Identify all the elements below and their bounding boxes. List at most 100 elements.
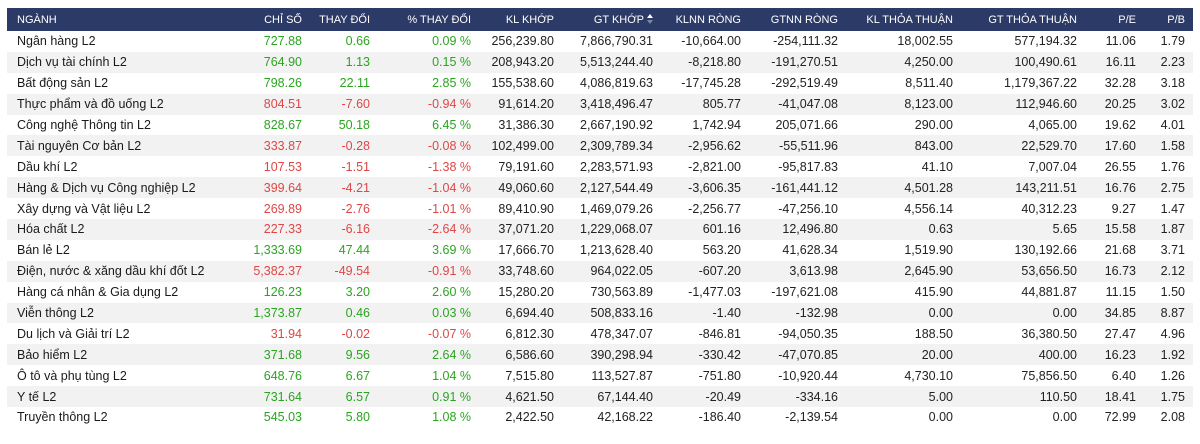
sector-name[interactable]: Thực phẩm và đồ uống L2 [17, 97, 164, 112]
sort-desc-icon[interactable] [647, 13, 653, 24]
foreign-net-volume: -20.49 [705, 389, 741, 404]
pb-value: 1.47 [1160, 201, 1185, 216]
sector-name[interactable]: Tài nguyên Cơ bản L2 [17, 138, 142, 153]
deal-volume: 4,501.28 [904, 180, 953, 195]
foreign-net-volume: -2,956.62 [688, 138, 741, 153]
sector-name[interactable]: Du lịch và Giải trí L2 [17, 326, 130, 341]
table-row[interactable]: Dầu khí L2 107.53 -1.51 -1.38 % 79,191.60 2,2… [7, 156, 1193, 178]
table-row[interactable]: Hàng & Dịch vụ Công nghiệp L2 399.64 -4.21… [7, 177, 1193, 199]
change-value: -7.60 [341, 97, 371, 112]
deal-volume: 415.90 [914, 285, 953, 300]
foreign-net-volume: -751.80 [698, 368, 741, 383]
table-row[interactable]: Hóa chất L2 227.33 -6.16 -2.64 % 37,071.20 1,… [7, 219, 1193, 240]
match-volume: 15,280.20 [498, 285, 554, 300]
col-header-deal-volume[interactable]: KL THỎA THUẬN [866, 13, 953, 26]
sector-name[interactable]: Hóa chất L2 [17, 222, 85, 237]
match-value: 4,086,819.63 [580, 76, 653, 91]
foreign-net-value: -47,070.85 [778, 347, 838, 362]
deal-volume: 1,519.90 [904, 243, 953, 258]
change-value: 9.56 [345, 347, 370, 362]
deal-volume: 0.63 [928, 222, 953, 237]
deal-volume: 0.00 [928, 306, 953, 321]
pct-change-value: 2.60 % [432, 285, 471, 300]
match-value: 5,513,244.40 [580, 55, 653, 70]
table-row[interactable]: Hàng cá nhân & Gia dụng L2 126.23 3.20 2.60… [7, 281, 1193, 303]
index-value: 545.03 [263, 410, 302, 425]
col-header-pb[interactable]: P/B [1167, 13, 1185, 26]
index-value: 227.33 [263, 222, 302, 237]
table-row[interactable]: Ô tô và phụ tùng L2 648.76 6.67 1.04 % 7,515… [7, 365, 1193, 387]
sector-name[interactable]: Công nghệ Thông tin L2 [17, 118, 151, 132]
index-value: 798.26 [263, 76, 302, 91]
table-row[interactable]: Bán lẻ L2 1,333.69 47.44 3.69 % 17,666.70 1,2… [7, 239, 1193, 261]
sector-name[interactable]: Hàng cá nhân & Gia dụng L2 [17, 285, 179, 300]
col-header-pct-change[interactable]: % THAY ĐỔI [407, 13, 471, 26]
sector-name[interactable]: Bất động sản L2 [17, 76, 109, 91]
table-row[interactable]: Truyền thông L2 545.03 5.80 1.08 % 2,422.50 4… [7, 407, 1193, 428]
col-header-foreign-net-value[interactable]: GTNN RÒNG [770, 13, 838, 26]
deal-value: 36,380.50 [1021, 326, 1077, 341]
pe-value: 21.68 [1104, 243, 1136, 258]
table-row[interactable]: Tài nguyên Cơ bản L2 333.87 -0.28 -0.08 % 10… [7, 135, 1193, 157]
foreign-net-volume: -1,477.03 [688, 285, 741, 300]
sector-name[interactable]: Điện, nước & xăng dầu khí đốt L2 [17, 264, 205, 279]
pct-change-value: 0.91 % [432, 389, 471, 404]
table-row[interactable]: Thực phẩm và đồ uống L2 804.51 -7.60 -0.94 … [7, 93, 1193, 115]
sector-name[interactable]: Y tế L2 [17, 389, 57, 404]
table-row[interactable]: Dịch vụ tài chính L2 764.90 1.13 0.15 % 208,… [7, 51, 1193, 73]
deal-volume: 290.00 [914, 118, 953, 132]
sector-name[interactable]: Dầu khí L2 [17, 159, 78, 174]
col-header-sector[interactable]: NGÀNH [17, 13, 57, 26]
pe-value: 16.76 [1104, 180, 1136, 195]
sector-table: NGÀNH CHỈ SỐ THAY ĐỔI % THAY ĐỔI KL KHỚP… [7, 8, 1193, 428]
table-row[interactable]: Ngân hàng L2 727.88 0.66 0.09 % 256,239.80 7,… [7, 31, 1193, 52]
table-row[interactable]: Công nghệ Thông tin L2 828.67 50.18 6.45 % 3… [7, 114, 1193, 136]
sector-name[interactable]: Ngân hàng L2 [17, 34, 96, 49]
index-value: 727.88 [263, 34, 302, 49]
col-header-match-value[interactable]: GT KHỚP [562, 8, 661, 31]
change-value: 0.66 [345, 34, 370, 49]
sector-name[interactable]: Viễn thông L2 [17, 306, 94, 321]
pb-value: 2.12 [1160, 264, 1185, 279]
sector-name[interactable]: Truyền thông L2 [17, 410, 108, 425]
sector-name[interactable]: Bảo hiểm L2 [17, 347, 88, 362]
deal-volume: 4,250.00 [904, 55, 953, 70]
sector-name[interactable]: Dịch vụ tài chính L2 [17, 55, 127, 70]
index-value: 764.90 [263, 55, 302, 70]
sector-name[interactable]: Ô tô và phụ tùng L2 [17, 368, 127, 383]
pe-value: 9.27 [1111, 201, 1136, 216]
pb-value: 8.87 [1160, 306, 1185, 321]
table-row[interactable]: Du lịch và Giải trí L2 31.94 -0.02 -0.07 % 6… [7, 323, 1193, 345]
index-value: 804.51 [263, 97, 302, 112]
sector-name[interactable]: Bán lẻ L2 [17, 243, 70, 258]
table-row[interactable]: Điện, nước & xăng dầu khí đốt L2 5,382.37… [7, 260, 1193, 282]
foreign-net-value: 12,496.80 [782, 222, 838, 237]
table-row[interactable]: Y tế L2 731.64 6.57 0.91 % 4,621.50 67,144.40… [7, 386, 1193, 408]
table-row[interactable]: Xây dựng và Vật liệu L2 269.89 -2.76 -1.01 … [7, 198, 1193, 220]
col-header-index[interactable]: CHỈ SỐ [264, 13, 302, 26]
col-header-change[interactable]: THAY ĐỔI [319, 13, 370, 26]
pe-value: 6.40 [1111, 368, 1136, 383]
deal-value: 130,192.66 [1014, 243, 1077, 258]
match-value: 478,347.07 [590, 326, 653, 341]
deal-volume: 0.00 [928, 410, 953, 425]
match-value: 390,298.94 [590, 347, 653, 362]
table-row[interactable]: Viễn thông L2 1,373.87 0.46 0.03 % 6,694.40 5… [7, 302, 1193, 324]
sector-name[interactable]: Hàng & Dịch vụ Công nghiệp L2 [17, 180, 196, 195]
col-header-match-volume[interactable]: KL KHỚP [505, 13, 554, 26]
sector-name[interactable]: Xây dựng và Vật liệu L2 [17, 201, 151, 216]
col-header-deal-value[interactable]: GT THỎA THUẬN [988, 13, 1077, 26]
table-row[interactable]: Bảo hiểm L2 371.68 9.56 2.64 % 6,586.60 390,2… [7, 344, 1193, 366]
table-row[interactable]: Bất động sản L2 798.26 22.11 2.85 % 155,538.… [7, 72, 1193, 94]
col-header-foreign-net-volume[interactable]: KLNN RÒNG [675, 13, 741, 26]
deal-value: 75,856.50 [1021, 368, 1077, 383]
deal-volume: 20.00 [921, 347, 953, 362]
match-volume: 91,614.20 [498, 97, 554, 112]
index-value: 5,382.37 [253, 264, 302, 279]
match-volume: 102,499.00 [491, 138, 554, 153]
pe-value: 11.15 [1105, 285, 1136, 300]
pb-value: 3.71 [1160, 243, 1185, 258]
match-volume: 208,943.20 [491, 55, 554, 70]
foreign-net-value: -10,920.44 [778, 368, 838, 383]
col-header-pe[interactable]: P/E [1118, 13, 1136, 26]
